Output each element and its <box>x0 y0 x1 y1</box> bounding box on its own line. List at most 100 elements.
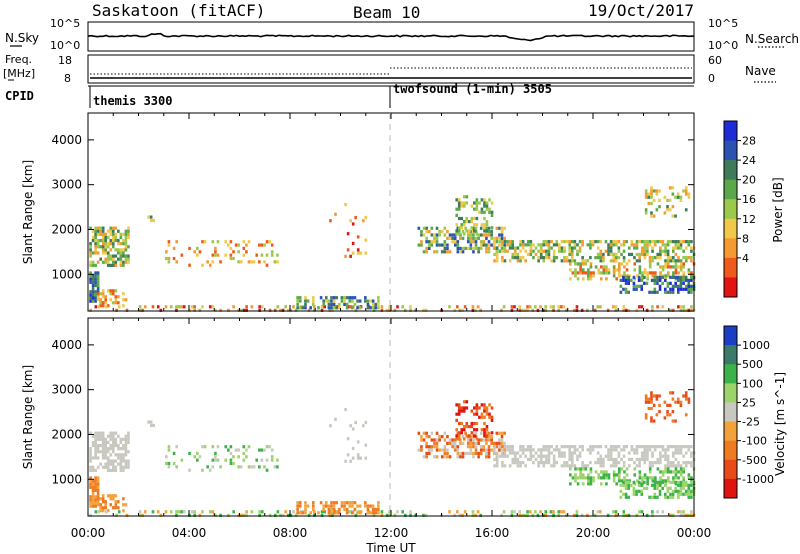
power-cell <box>106 245 110 249</box>
power-cell <box>581 271 585 275</box>
power-cell <box>364 299 367 303</box>
power-cell <box>99 238 102 243</box>
power-cell <box>122 248 125 252</box>
power-cell <box>650 189 653 193</box>
velocity-cell <box>492 441 496 445</box>
colorbar-tick-label: 20 <box>742 174 756 187</box>
power-cell <box>679 262 683 266</box>
velocity-cell <box>91 440 95 445</box>
power-cell <box>684 240 688 244</box>
velocity-cell <box>89 513 92 517</box>
power-cell <box>258 243 261 247</box>
power-cell <box>589 274 593 278</box>
velocity-cell <box>589 476 593 480</box>
velocity-cell <box>117 506 120 510</box>
velocity-cell <box>461 441 465 445</box>
power-cell <box>666 274 670 278</box>
velocity-cell <box>346 437 350 441</box>
velocity-cell <box>581 464 584 468</box>
velocity-cell <box>109 437 113 441</box>
power-cell <box>612 274 616 278</box>
velocity-cell <box>682 445 685 449</box>
velocity-cell <box>643 476 647 480</box>
colorbar-swatch <box>724 402 737 423</box>
velocity-cell <box>96 497 100 501</box>
velocity-cell <box>617 454 621 458</box>
velocity-cell <box>227 513 230 517</box>
power-cell <box>94 251 97 255</box>
velocity-cell <box>666 461 670 465</box>
power-cell <box>646 274 649 278</box>
velocity-cell <box>674 470 678 474</box>
power-cell <box>624 287 628 291</box>
power-cell <box>96 298 100 302</box>
velocity-cell <box>663 416 667 420</box>
power-cell <box>666 243 670 247</box>
velocity-cell <box>684 413 688 417</box>
power-cell <box>111 254 115 258</box>
velocity-cell <box>270 458 274 462</box>
velocity-cell <box>420 445 423 449</box>
power-cell <box>575 305 579 309</box>
power-cell <box>591 240 595 244</box>
velocity-cell <box>433 438 436 442</box>
velocity-cell <box>552 454 556 458</box>
power-cell <box>655 208 659 212</box>
power-cell <box>115 308 118 312</box>
power-cell <box>124 254 128 258</box>
power-cell <box>122 242 125 246</box>
power-cell <box>440 243 444 247</box>
velocity-cell <box>485 434 489 438</box>
velocity-cell <box>679 483 683 487</box>
velocity-cell <box>96 437 100 441</box>
power-cell <box>483 198 486 202</box>
velocity-cell <box>597 473 600 477</box>
velocity-cell <box>99 509 102 513</box>
power-cell <box>516 256 520 260</box>
power-cell <box>664 249 667 253</box>
power-cell <box>643 249 647 253</box>
velocity-cell <box>545 454 548 458</box>
power-cell <box>521 240 525 244</box>
velocity-cell <box>453 441 457 445</box>
power-cell <box>106 260 110 264</box>
y-tick-label: 2000 <box>51 222 82 236</box>
velocity-cell <box>354 420 357 425</box>
velocity-cell <box>457 406 461 410</box>
power-cell <box>602 265 606 269</box>
velocity-cell <box>463 510 467 514</box>
power-cell <box>589 240 592 244</box>
power-cell <box>487 250 491 254</box>
power-cell <box>101 245 105 249</box>
velocity-cell <box>495 441 499 445</box>
power-cell <box>531 308 535 312</box>
velocity-cell <box>651 510 654 514</box>
power-cell <box>622 275 625 279</box>
velocity-cell <box>589 467 593 471</box>
power-cell <box>433 250 436 254</box>
power-cell <box>589 246 592 250</box>
power-cell <box>255 253 259 257</box>
velocity-cell <box>627 480 630 484</box>
velocity-cell <box>679 510 683 514</box>
power-cell <box>309 306 312 310</box>
velocity-cell <box>581 467 585 471</box>
power-cell <box>635 284 638 288</box>
power-cell <box>624 275 628 279</box>
power-cell <box>584 262 588 266</box>
power-cell <box>94 232 97 236</box>
velocity-cell <box>620 467 624 471</box>
power-cell <box>587 277 590 281</box>
velocity-cell <box>671 464 675 468</box>
colorbar-tick-label: 1000 <box>742 339 770 352</box>
velocity-cell <box>570 464 574 468</box>
velocity-cell <box>690 483 693 487</box>
power-cell <box>500 246 504 251</box>
power-cell <box>648 265 652 269</box>
velocity-cell <box>635 513 639 517</box>
velocity-cell <box>555 445 559 449</box>
power-cell <box>650 278 654 282</box>
velocity-cell <box>474 513 477 517</box>
power-cell <box>539 243 543 247</box>
power-cell <box>671 290 675 294</box>
